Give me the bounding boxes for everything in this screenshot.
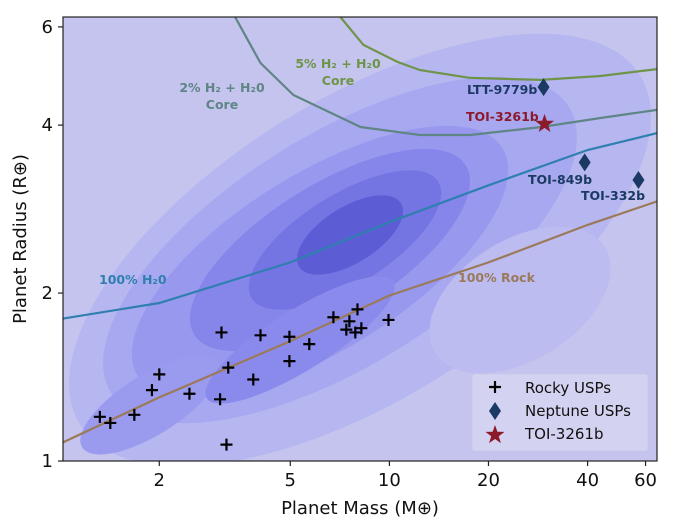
- rocky-usp-point: [220, 438, 233, 451]
- y-tick-label: 1: [42, 451, 53, 472]
- rocky-usp-point: [93, 410, 106, 423]
- annotation-2pct-line2: Core: [206, 97, 238, 112]
- data-points: [93, 78, 645, 451]
- label-toi-3261b: TOI-3261b: [466, 109, 539, 124]
- rocky-usp-point: [214, 393, 227, 406]
- legend: Rocky USPs Neptune USPs TOI-3261b: [471, 373, 649, 452]
- y-axis-label: Planet Radius (R⊕): [10, 154, 31, 324]
- curve-1: [63, 200, 657, 444]
- rocky-usp-point: [145, 384, 158, 397]
- legend-diamond-icon: [489, 402, 501, 420]
- contour-level-5: [296, 195, 404, 275]
- curve-annotations: 2% H₂ + H₂0 Core 5% H₂ + H₂0 Core 100% H…: [99, 56, 645, 287]
- curve-0: [63, 132, 657, 320]
- rocky-usp-point: [104, 416, 117, 429]
- neptune-usp-point: [632, 170, 645, 189]
- label-toi-849b: TOI-849b: [528, 172, 592, 187]
- model-curves: [63, 17, 657, 444]
- contour-level-7: [205, 276, 395, 404]
- annotation-5pct-line2: Core: [322, 73, 354, 88]
- rocky-usp-point: [283, 355, 296, 368]
- legend-star-icon: [485, 425, 505, 444]
- toi-3261b-point: [535, 113, 554, 132]
- neptune-usp-point: [578, 153, 591, 172]
- rocky-usp-point: [340, 323, 353, 336]
- rocky-usp-point: [183, 387, 196, 400]
- rocky-usp-point: [351, 303, 364, 316]
- curve-2: [234, 17, 657, 137]
- y-tick-label: 4: [42, 115, 53, 136]
- contour-level-6: [80, 355, 220, 455]
- annotation-2pct-line1: 2% H₂ + H₂0: [179, 80, 265, 95]
- legend-box: [471, 373, 649, 452]
- rocky-usp-point: [327, 311, 340, 324]
- label-ltt-9779b: LTT-9779b: [467, 82, 537, 97]
- x-axis-label: Planet Mass (M⊕): [281, 498, 439, 519]
- curve-3: [339, 17, 657, 82]
- rocky-usp-point: [382, 313, 395, 326]
- rocky-usp-point: [349, 326, 362, 339]
- x-tick-label: 40: [576, 470, 599, 491]
- legend-plus-icon: [489, 381, 501, 393]
- x-tick-label: 5: [285, 470, 296, 491]
- rocky-usp-point: [303, 338, 316, 351]
- legend-label-rocky: Rocky USPs: [525, 379, 611, 397]
- neptune-usp-point: [537, 78, 550, 97]
- rocky-usp-point: [153, 368, 166, 381]
- rocky-usp-point: [355, 322, 368, 335]
- rocky-usp-point: [247, 373, 260, 386]
- contour-level-8: [429, 226, 611, 374]
- annotation-5pct-line1: 5% H₂ + H₂0: [295, 56, 381, 71]
- x-tick-label: 2: [154, 470, 165, 491]
- rocky-usp-point: [215, 326, 228, 339]
- annotation-100-h2o: 100% H₂0: [99, 272, 167, 287]
- rocky-usp-point: [128, 408, 141, 421]
- rocky-usp-point: [283, 330, 296, 343]
- rocky-usp-point: [343, 315, 356, 328]
- legend-label-toi3261b: TOI-3261b: [524, 425, 604, 443]
- legend-label-neptune: Neptune USPs: [525, 402, 631, 420]
- x-tick-label: 20: [477, 470, 500, 491]
- rocky-usp-point: [254, 329, 267, 342]
- plot-frame: [62, 16, 658, 462]
- y-tick-label: 2: [42, 283, 53, 304]
- x-tick-label: 60: [634, 470, 657, 491]
- y-axis: 1 2 4 6: [42, 17, 63, 472]
- x-tick-label: 10: [378, 470, 401, 491]
- rocky-usp-point: [222, 361, 235, 374]
- annotation-100-rock: 100% Rock: [458, 270, 536, 285]
- label-toi-332b: TOI-332b: [581, 188, 645, 203]
- y-tick-label: 6: [42, 17, 53, 38]
- x-axis: 2 5 10 20 40 60: [154, 461, 657, 491]
